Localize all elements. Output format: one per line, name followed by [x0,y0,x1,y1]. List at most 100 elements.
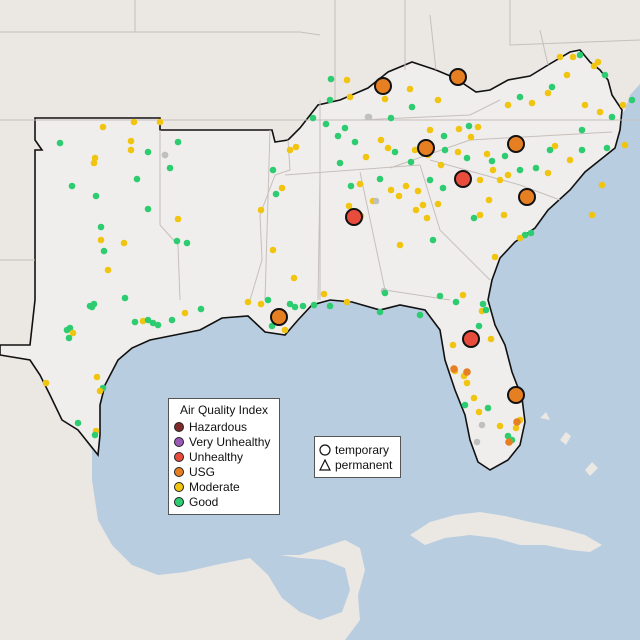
sensor-dot[interactable] [576,51,584,59]
sensor-dot[interactable] [504,432,512,440]
sensor-dot[interactable] [93,373,101,381]
sensor-dot[interactable] [183,239,191,247]
sensor-dot[interactable] [144,148,152,156]
sensor-dot[interactable] [546,146,554,154]
sensor-dot[interactable] [475,322,483,330]
sensor-dot[interactable] [90,159,98,167]
sensor-dot[interactable] [149,319,157,327]
sensor-dot[interactable] [578,146,586,154]
sensor-dot[interactable] [544,89,552,97]
sensor-dot[interactable] [156,118,164,126]
sensor-dot[interactable] [97,223,105,231]
sensor-dot[interactable] [154,321,162,329]
sensor-dot[interactable] [478,421,486,429]
sensor-dot[interactable] [104,266,112,274]
sensor-dot[interactable] [384,144,392,152]
sensor-dot[interactable] [474,123,482,131]
sensor-dot[interactable] [463,368,471,376]
sensor-dot[interactable] [455,125,463,133]
sensor-dot[interactable] [91,154,99,162]
sensor-dot[interactable] [391,148,399,156]
sensor-dot[interactable] [516,93,524,101]
sensor-dot[interactable] [479,300,487,308]
sensor-dot[interactable] [257,206,265,214]
sensor-dot[interactable] [387,114,395,122]
sensor-dot[interactable] [429,236,437,244]
sensor-dot[interactable] [470,394,478,402]
sensor-dot[interactable] [281,326,289,334]
sensor-dot[interactable] [419,201,427,209]
sensor-dot[interactable] [505,438,513,446]
sensor-dot[interactable] [139,317,147,325]
sensor-dot[interactable] [173,237,181,245]
sensor-dot[interactable] [326,302,334,310]
sensor-dot[interactable] [264,296,272,304]
sensor-dot[interactable] [69,329,77,337]
sensor-dot[interactable] [459,291,467,299]
sensor-dot[interactable] [291,303,299,311]
sensor-dot[interactable] [548,83,556,91]
sensor-dot[interactable] [377,136,385,144]
sensor-dot[interactable] [336,159,344,167]
sensor-dot[interactable] [407,158,415,166]
sensor-dot[interactable] [166,164,174,172]
sensor-dot[interactable] [527,229,535,237]
sensor-dot[interactable] [563,71,571,79]
sensor-dot[interactable] [372,197,380,205]
sensor-dot[interactable] [516,166,524,174]
sensor-dot[interactable] [476,176,484,184]
sensor-dot[interactable] [96,387,104,395]
sensor-dot[interactable] [485,196,493,204]
sensor-dot[interactable] [412,206,420,214]
sensor-dot[interactable] [376,175,384,183]
sensor-dot[interactable] [406,85,414,93]
sensor-dot[interactable] [516,234,524,242]
sensor-dot[interactable] [544,169,552,177]
sensor-dot[interactable] [395,192,403,200]
sensor-dot[interactable] [272,190,280,198]
sensor-markers[interactable] [42,51,636,446]
sensor-dot[interactable] [594,58,602,66]
sensor-dot[interactable] [133,175,141,183]
sensor-dot[interactable] [326,96,334,104]
sensor-dot[interactable] [381,95,389,103]
sensor-dot[interactable] [461,401,469,409]
sensor-marker-large[interactable] [507,135,525,153]
sensor-dot[interactable] [268,322,276,330]
sensor-dot[interactable] [465,122,473,130]
sensor-dot[interactable] [423,214,431,222]
sensor-marker-large[interactable] [462,330,480,348]
sensor-dot[interactable] [484,404,492,412]
sensor-dot[interactable] [628,96,636,104]
sensor-dot[interactable] [387,186,395,194]
sensor-dot[interactable] [473,438,481,446]
sensor-dot[interactable] [68,182,76,190]
sensor-dot[interactable] [513,418,521,426]
sensor-dot[interactable] [439,184,447,192]
sensor-dot[interactable] [482,306,490,314]
sensor-dot[interactable] [356,180,364,188]
sensor-dot[interactable] [590,62,598,70]
sensor-dot[interactable] [603,144,611,152]
sensor-dot[interactable] [449,341,457,349]
sensor-dot[interactable] [501,152,509,160]
sensor-dot[interactable] [290,274,298,282]
sensor-dot[interactable] [168,316,176,324]
sensor-dot[interactable] [578,126,586,134]
sensor-dot[interactable] [92,192,100,200]
sensor-dot[interactable] [426,176,434,184]
sensor-marker-large[interactable] [454,170,472,188]
sensor-dot[interactable] [347,182,355,190]
sensor-dot[interactable] [127,146,135,154]
sensor-dot[interactable] [436,292,444,300]
sensor-dot[interactable] [489,166,497,174]
sensor-dot[interactable] [496,176,504,184]
sensor-dot[interactable] [197,305,205,313]
sensor-dot[interactable] [90,300,98,308]
sensor-dot[interactable] [601,71,609,79]
sensor-dot[interactable] [346,93,354,101]
sensor-dot[interactable] [99,123,107,131]
sensor-marker-large[interactable] [270,308,288,326]
sensor-dot[interactable] [450,365,458,373]
